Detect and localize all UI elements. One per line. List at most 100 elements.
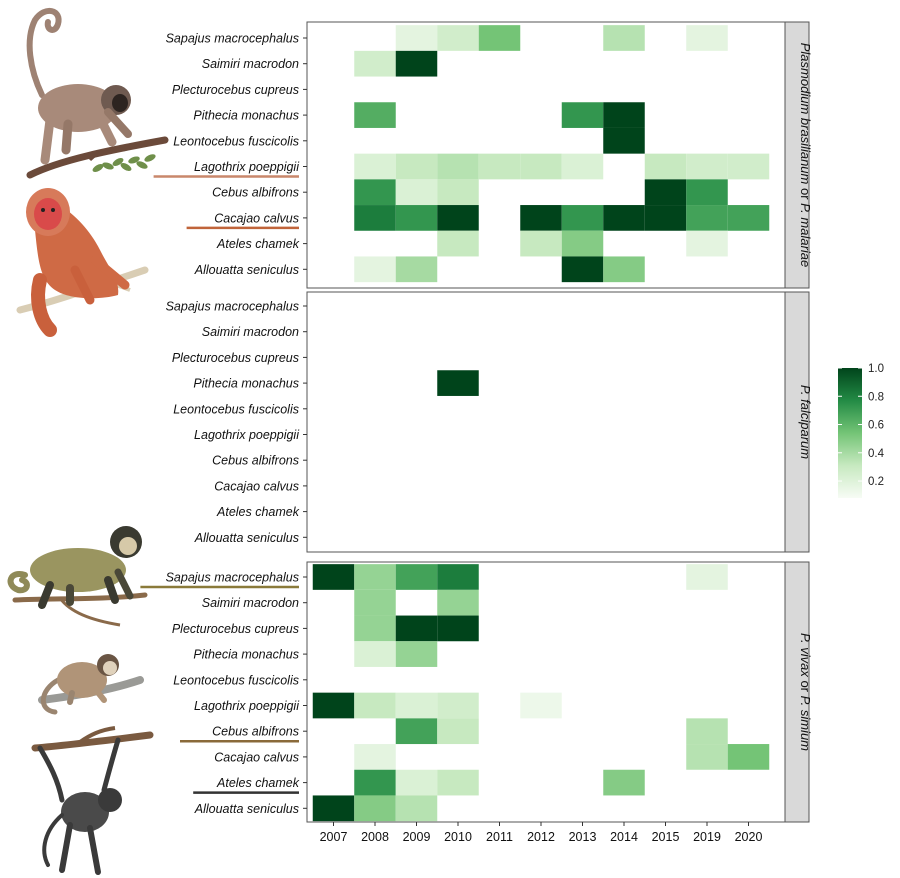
- heatmap-cell: [395, 50, 438, 77]
- heatmap-cell: [395, 205, 438, 231]
- heatmap-cell: [312, 692, 355, 719]
- y-tick-label: Saimiri macrodon: [202, 596, 299, 610]
- heatmap-cell: [561, 102, 604, 128]
- y-tick-label: Ateles chamek: [216, 776, 300, 790]
- y-tick-label: Leontocebus fuscicolis: [173, 402, 299, 416]
- heatmap-cell: [354, 744, 396, 770]
- heatmap-cell: [395, 615, 438, 642]
- heatmap-cell: [686, 205, 728, 231]
- facet-strip: [784, 561, 810, 823]
- facet-label-main: P. falciparum: [798, 385, 813, 459]
- facet-label-main: Plasmodium brasilianum: [798, 43, 813, 185]
- colorbar-tick-label: 1.0: [868, 363, 884, 375]
- x-tick-label: 2010: [444, 830, 472, 844]
- heatmap-cell: [437, 769, 479, 796]
- heatmap-cell: [561, 205, 604, 231]
- heatmap-cell: [727, 153, 770, 180]
- y-tick-label: Lagothrix poeppigii: [194, 699, 300, 713]
- heatmap-cell: [354, 769, 396, 796]
- y-tick-label: Saimiri macrodon: [202, 325, 299, 339]
- heatmap-cell: [395, 641, 438, 667]
- facet-label-second: P. simium: [798, 696, 813, 752]
- x-tick-label: 2020: [735, 830, 763, 844]
- bald-uakari-illustration: [16, 188, 149, 337]
- x-tick-label: 2011: [486, 830, 513, 844]
- heatmap-cell: [395, 256, 438, 283]
- heatmap-cell: [354, 589, 396, 616]
- heatmap-cell: [437, 615, 479, 642]
- white-fronted-capuchin-illustration: [38, 654, 144, 715]
- y-tick-label: Cacajao calvus: [214, 479, 299, 493]
- y-tick-label: Allouatta seniculus: [194, 263, 299, 277]
- heatmap-cell: [437, 179, 479, 206]
- heatmap-cell: [437, 589, 479, 616]
- heatmap-cell: [561, 153, 604, 180]
- y-tick-label: Cebus albifrons: [212, 186, 299, 200]
- heatmap-cell: [520, 692, 562, 719]
- panel-2: P. vivax or P. simium: [306, 561, 813, 823]
- y-tick-label: Sapajus macrocephalus: [166, 32, 299, 46]
- heatmap-cell: [354, 692, 396, 719]
- colorbar-tick-label: 0.8: [868, 391, 884, 403]
- heatmap-cell: [395, 564, 438, 590]
- y-tick-label: Ateles chamek: [216, 237, 300, 251]
- x-tick-label: 2012: [527, 830, 555, 844]
- heatmap-cell: [354, 205, 396, 231]
- heatmap-cell: [686, 153, 728, 180]
- heatmap-cell: [354, 564, 396, 590]
- heatmap-cell: [686, 564, 728, 590]
- heatmap-cell: [437, 25, 479, 51]
- heatmap-cell: [312, 564, 355, 590]
- panel-1: P. falciparum: [306, 291, 813, 553]
- heatmap-cell: [354, 256, 396, 283]
- facet-strip-label: P. vivax or P. simium: [798, 633, 813, 751]
- heatmap-cell: [354, 102, 396, 128]
- heatmap-cell: [561, 230, 604, 257]
- y-tick-label: Saimiri macrodon: [202, 57, 299, 71]
- heatmap-cell: [520, 230, 562, 257]
- y-tick-label: Pithecia monachus: [193, 648, 299, 662]
- x-tick-label: 2008: [361, 830, 389, 844]
- y-tick-label: Plecturocebus cupreus: [172, 83, 299, 97]
- x-tick-label: 2014: [610, 830, 638, 844]
- y-tick-label: Cacajao calvus: [214, 750, 299, 764]
- y-tick-label: Sapajus macrocephalus: [166, 300, 299, 314]
- heatmap-cell: [603, 256, 645, 283]
- heatmap-cell: [686, 179, 728, 206]
- heatmap-cell: [437, 370, 479, 396]
- heatmap-cell: [727, 744, 770, 770]
- y-tick-label: Cacajao calvus: [214, 211, 299, 225]
- illustrations-layer: [7, 7, 169, 875]
- heatmap-cell: [395, 718, 438, 745]
- x-tick-label: 2009: [403, 830, 431, 844]
- heatmap-cell: [395, 795, 438, 822]
- y-tick-label: Allouatta seniculus: [194, 802, 299, 816]
- axes-layer: Sapajus macrocephalus Saimiri macrodon Ple…: [140, 32, 763, 844]
- capuchin-monkey-illustration: [7, 526, 148, 627]
- panel-frame: [306, 291, 786, 553]
- heatmap-cell: [354, 179, 396, 206]
- colorbar-gradient: [838, 368, 862, 498]
- facet-strip: [784, 291, 810, 553]
- heatmap-cell: [686, 230, 728, 257]
- panel-0: Plasmodium brasilianum or P. malariae: [306, 21, 813, 289]
- facet-strip-label: Plasmodium brasilianum or P. malariae: [798, 43, 813, 268]
- heatmap-cell: [395, 179, 438, 206]
- y-tick-label: Lagothrix poeppigii: [194, 428, 300, 442]
- heatmap-cell: [644, 179, 687, 206]
- facet-label-second: P. malariae: [798, 203, 813, 267]
- heatmap-cell: [395, 769, 438, 796]
- x-tick-label: 2007: [320, 830, 348, 844]
- heatmap-cell: [437, 564, 479, 590]
- facet-label-join: or: [798, 184, 813, 203]
- heatmap-cell: [395, 692, 438, 719]
- colorbar-tick-label: 0.6: [868, 420, 884, 432]
- x-tick-label: 2015: [652, 830, 680, 844]
- heatmap-cell: [354, 50, 396, 77]
- heatmap-cell: [437, 718, 479, 745]
- heatmap-cell: [603, 25, 645, 51]
- heatmap-cell: [520, 153, 562, 180]
- heatmap-cell: [603, 205, 645, 231]
- heatmap-cell: [437, 153, 479, 180]
